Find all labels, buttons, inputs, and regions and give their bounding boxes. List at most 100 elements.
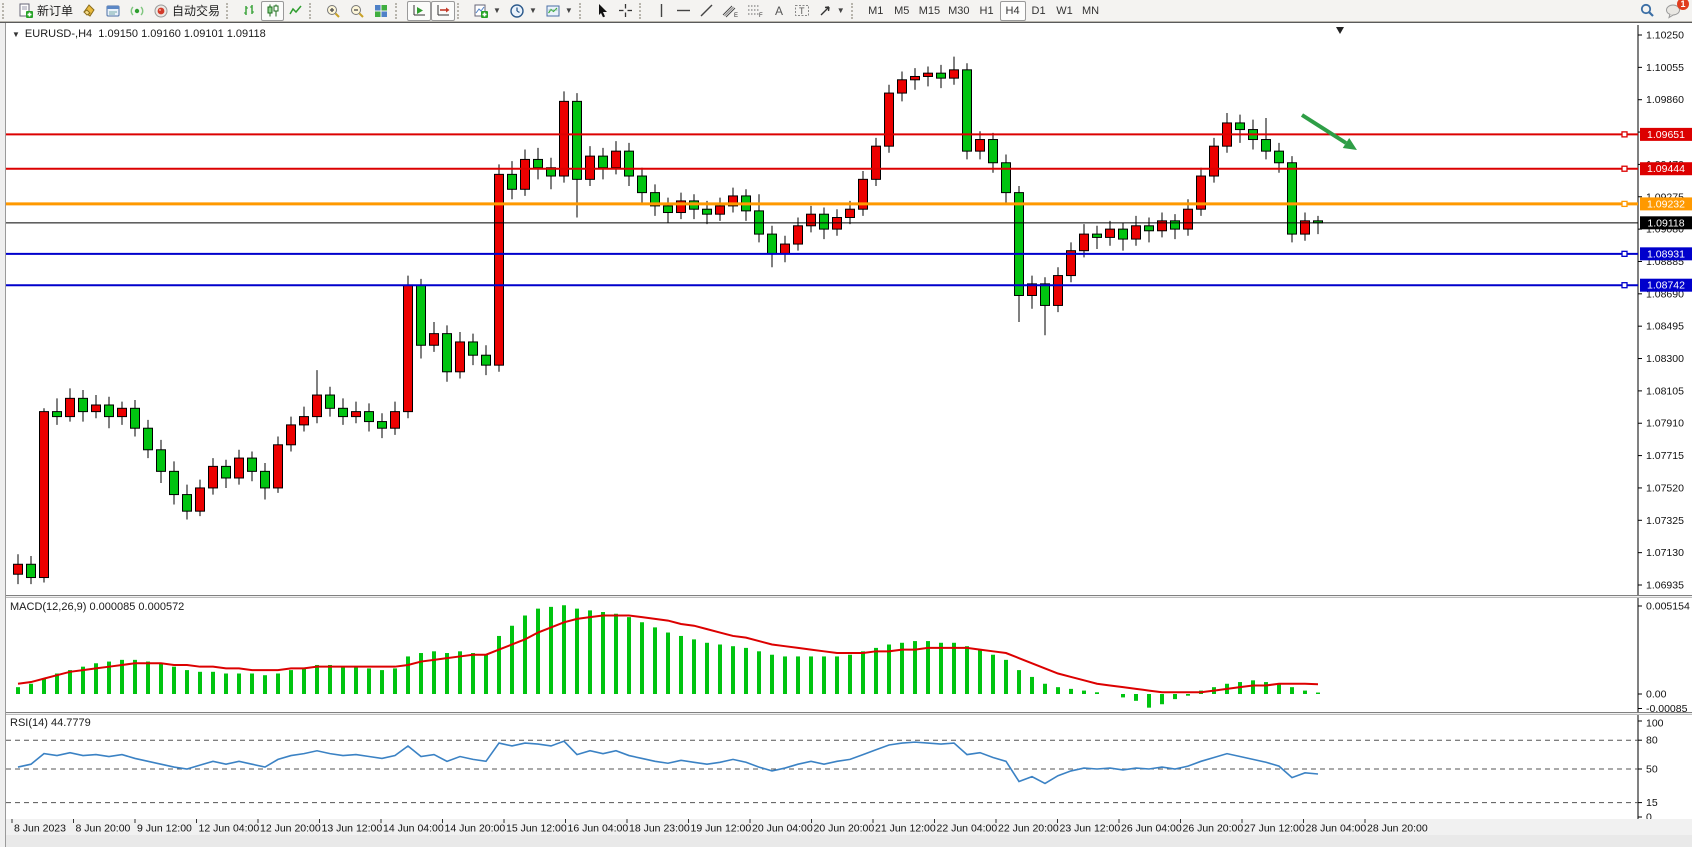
candlestick-chart-button[interactable] xyxy=(261,0,285,21)
timeframe-w1[interactable]: W1 xyxy=(1056,4,1073,17)
macd-pane[interactable]: 0.005154 0.00 -0.00085 xyxy=(6,598,1692,712)
signals-button[interactable] xyxy=(125,1,149,21)
timeframe-m5[interactable]: M5 xyxy=(894,4,910,17)
candle xyxy=(182,494,192,512)
candle xyxy=(338,407,348,418)
candle xyxy=(1131,225,1141,240)
time-tick-label: 20 Jun 04:00 xyxy=(752,823,813,835)
timeframe-h1[interactable]: H1 xyxy=(979,4,994,17)
price-tick-label: 1.07520 xyxy=(1646,482,1684,494)
timeframe-m30[interactable]: M30 xyxy=(948,4,970,17)
periods-caret-icon: ▼ xyxy=(528,6,537,15)
timeframe-h4[interactable]: H4 xyxy=(999,0,1026,21)
horizontal-line-button[interactable] xyxy=(672,1,695,21)
annotation-arrow-head[interactable] xyxy=(1342,137,1357,150)
text-button[interactable]: A xyxy=(768,1,790,21)
autotrading-button[interactable]: 自动交易 xyxy=(149,1,224,21)
timeframe-d1[interactable]: D1 xyxy=(1031,4,1046,17)
hline-handle[interactable] xyxy=(1621,200,1628,208)
candle xyxy=(988,139,998,164)
zoom-in-button[interactable] xyxy=(321,1,345,21)
chart-shift-marker[interactable] xyxy=(1336,27,1344,34)
price-flag-label: 1.09444 xyxy=(1647,163,1685,175)
periods-clock-icon xyxy=(510,3,524,18)
toolbar-separator xyxy=(578,2,587,19)
candle xyxy=(39,411,49,579)
new-order-button[interactable]: 新订单 xyxy=(14,1,77,21)
fibonacci-button[interactable]: F xyxy=(743,1,768,21)
candle xyxy=(1274,150,1284,164)
toolbar-right-group: 1 xyxy=(1635,0,1692,21)
timeframe-m1[interactable]: M1 xyxy=(868,4,884,17)
cursor-button[interactable] xyxy=(591,1,614,21)
arrows-button[interactable]: ▼ xyxy=(814,1,849,21)
notifications-button[interactable]: 1 xyxy=(1660,0,1689,21)
hline-handle[interactable] xyxy=(1621,282,1628,289)
candle xyxy=(1118,228,1128,240)
bar-chart-button[interactable] xyxy=(238,1,261,21)
time-tick-label: 18 Jun 23:00 xyxy=(629,823,690,835)
market-watch-button[interactable] xyxy=(77,1,101,21)
chart-shift-button[interactable] xyxy=(431,0,456,21)
templates-button[interactable]: ▼ xyxy=(541,1,577,21)
candle xyxy=(1235,122,1245,131)
search-icon xyxy=(1640,3,1654,17)
time-axis[interactable]: 8 Jun 2023 8 Jun 20:00 9 Jun 12:00 12 Jun 0… xyxy=(6,819,1692,835)
candle xyxy=(169,470,179,496)
hline-handle[interactable] xyxy=(1621,131,1628,138)
price-tick-label: 1.07130 xyxy=(1646,547,1684,559)
candle xyxy=(143,427,153,451)
data-window-button[interactable] xyxy=(101,1,125,21)
equidistant-channel-icon: E xyxy=(722,5,738,18)
line-chart-icon xyxy=(289,5,302,15)
svg-text:A: A xyxy=(775,4,783,18)
chart-background xyxy=(6,25,1692,595)
candle xyxy=(663,205,673,214)
annotation-arrow-shaft[interactable] xyxy=(1300,113,1348,145)
vertical-line-button[interactable] xyxy=(651,1,672,21)
candle xyxy=(455,341,465,373)
trendline-button[interactable] xyxy=(695,1,718,21)
rsi-tick-label: 100 xyxy=(1646,718,1664,730)
zoom-out-icon xyxy=(351,4,364,18)
horizontal-line-icon xyxy=(676,9,690,12)
hline-handle[interactable] xyxy=(1621,250,1628,257)
symbol-period-label: EURUSD-,H4 xyxy=(24,28,93,40)
hline-handle[interactable] xyxy=(1621,165,1628,172)
macd-tick-label: 0.00 xyxy=(1646,689,1667,701)
price-flag xyxy=(1640,162,1692,176)
candle xyxy=(234,457,244,479)
collapse-triangle-icon[interactable]: ▼ xyxy=(12,30,20,39)
main-chart-pane[interactable]: 1.102501.100551.098601.096651.094701.092… xyxy=(6,25,1692,595)
candle xyxy=(1014,192,1024,296)
candle xyxy=(936,72,946,79)
tile-windows-button[interactable] xyxy=(369,1,393,21)
candle xyxy=(286,424,296,446)
candle xyxy=(1144,225,1154,232)
search-button[interactable] xyxy=(1635,1,1660,21)
candle xyxy=(1079,233,1089,252)
equidistant-channel-button[interactable]: E xyxy=(718,1,743,21)
candle xyxy=(949,69,959,79)
ohlc-values: 1.09150 1.09160 1.09101 1.09118 xyxy=(98,28,266,40)
rsi-label: RSI(14) 44.7779 xyxy=(10,717,91,729)
periods-button[interactable]: ▼ xyxy=(505,1,541,21)
candle xyxy=(13,563,23,575)
time-tick-label: 13 Jun 12:00 xyxy=(322,823,383,835)
macd-values: 0.000085 0.000572 xyxy=(89,601,185,613)
candle xyxy=(481,354,491,366)
auto-scroll-button[interactable] xyxy=(407,0,432,21)
time-tick-label: 21 Jun 12:00 xyxy=(875,823,936,835)
pane-separator[interactable] xyxy=(6,595,1692,598)
pane-separator[interactable] xyxy=(6,712,1692,715)
candle xyxy=(1170,220,1180,230)
rsi-pane[interactable]: 100 80 50 15 0 xyxy=(6,715,1692,819)
line-chart-button[interactable] xyxy=(284,1,307,21)
crosshair-button[interactable] xyxy=(614,1,637,21)
text-label-button[interactable]: T xyxy=(790,1,814,21)
indicators-button[interactable]: ▼ xyxy=(469,1,505,21)
window-left-border xyxy=(0,23,6,847)
zoom-out-button[interactable] xyxy=(345,1,369,21)
timeframe-mn[interactable]: MN xyxy=(1081,4,1100,17)
timeframe-m15[interactable]: M15 xyxy=(918,4,941,17)
